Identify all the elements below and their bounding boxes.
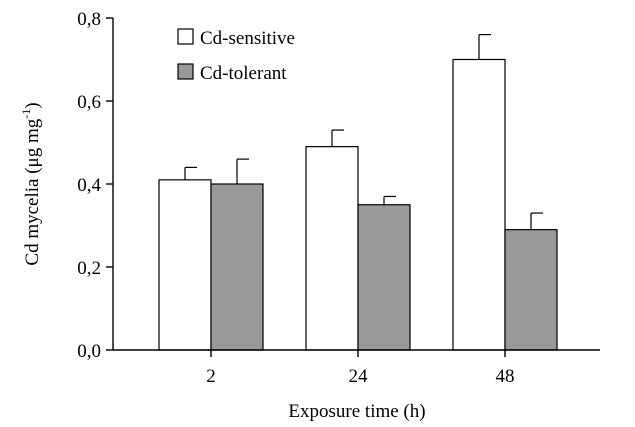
legend-swatch-tolerant (177, 63, 194, 80)
x-tick-label: 48 (496, 366, 515, 387)
y-axis-title-superscript: -1 (19, 109, 33, 119)
x-tick-label: 24 (349, 366, 369, 387)
x-axis-title: Exposure time (h) (288, 401, 425, 422)
bar-tolerant-2 (210, 183, 264, 351)
y-axis-title: Cd mycelia (μg mg-1) (19, 102, 43, 265)
legend: Cd-sensitive Cd-tolerant (177, 28, 295, 84)
y-tick-label: 0,4 (77, 175, 101, 196)
x-tick-label: 2 (206, 366, 216, 387)
bar-sensitive-2 (158, 179, 212, 351)
y-tick-label: 0,0 (77, 341, 101, 362)
legend-swatch-sensitive (177, 28, 194, 45)
ticks-layer: 0,0 0,2 0,4 0,6 0,8 2 24 48 (77, 9, 514, 387)
y-tick-label: 0,8 (77, 9, 101, 30)
bars-layer (158, 33, 558, 351)
bar-tolerant-24 (357, 204, 411, 351)
y-tick-label: 0,6 (77, 92, 101, 113)
legend-label-sensitive: Cd-sensitive (200, 28, 295, 49)
y-axis-title-main: Cd mycelia (μg mg (22, 118, 43, 265)
y-tick-label: 0,2 (77, 258, 101, 279)
y-axis-title-close: ) (22, 102, 43, 108)
bar-tolerant-48 (504, 229, 558, 351)
legend-label-tolerant: Cd-tolerant (200, 63, 287, 84)
bar-sensitive-48 (452, 58, 506, 351)
bar-sensitive-24 (305, 146, 359, 351)
